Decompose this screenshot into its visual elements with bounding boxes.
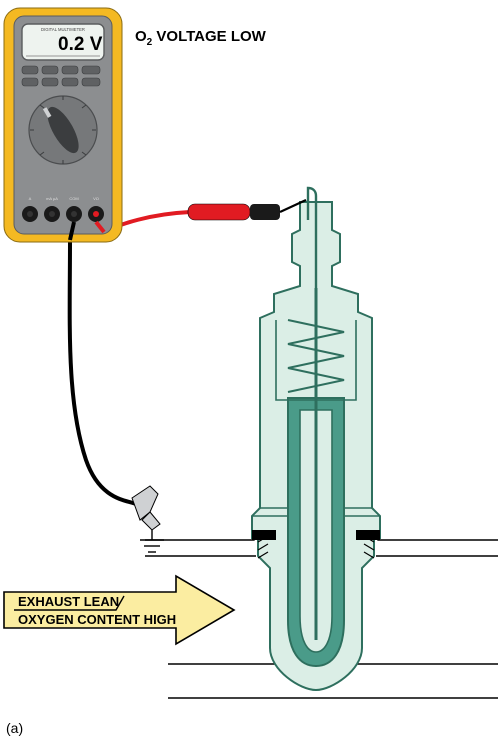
multimeter: DIGITAL MULTIMETER 0.2 V (4, 8, 122, 242)
arrow-text-1: EXHAUST LEAN (18, 594, 119, 609)
diagram-canvas: EXHAUST LEAN OXYGEN CONTENT HIGH (0, 0, 502, 742)
meter-screen-label: DIGITAL MULTIMETER (41, 27, 85, 32)
figure-label: (a) (6, 720, 23, 736)
exhaust-arrow: EXHAUST LEAN OXYGEN CONTENT HIGH (4, 576, 234, 644)
o2-sensor (252, 188, 380, 690)
svg-text:COM: COM (69, 196, 78, 201)
red-lead (104, 200, 306, 232)
svg-text:A: A (29, 196, 32, 201)
svg-text:mA µA: mA µA (46, 196, 58, 201)
meter-reading: 0.2 V (58, 34, 103, 55)
black-lead (70, 240, 164, 552)
arrow-text-2: OXYGEN CONTENT HIGH (18, 612, 176, 627)
ground-clip (132, 486, 164, 552)
svg-text:VΩ: VΩ (93, 196, 99, 201)
